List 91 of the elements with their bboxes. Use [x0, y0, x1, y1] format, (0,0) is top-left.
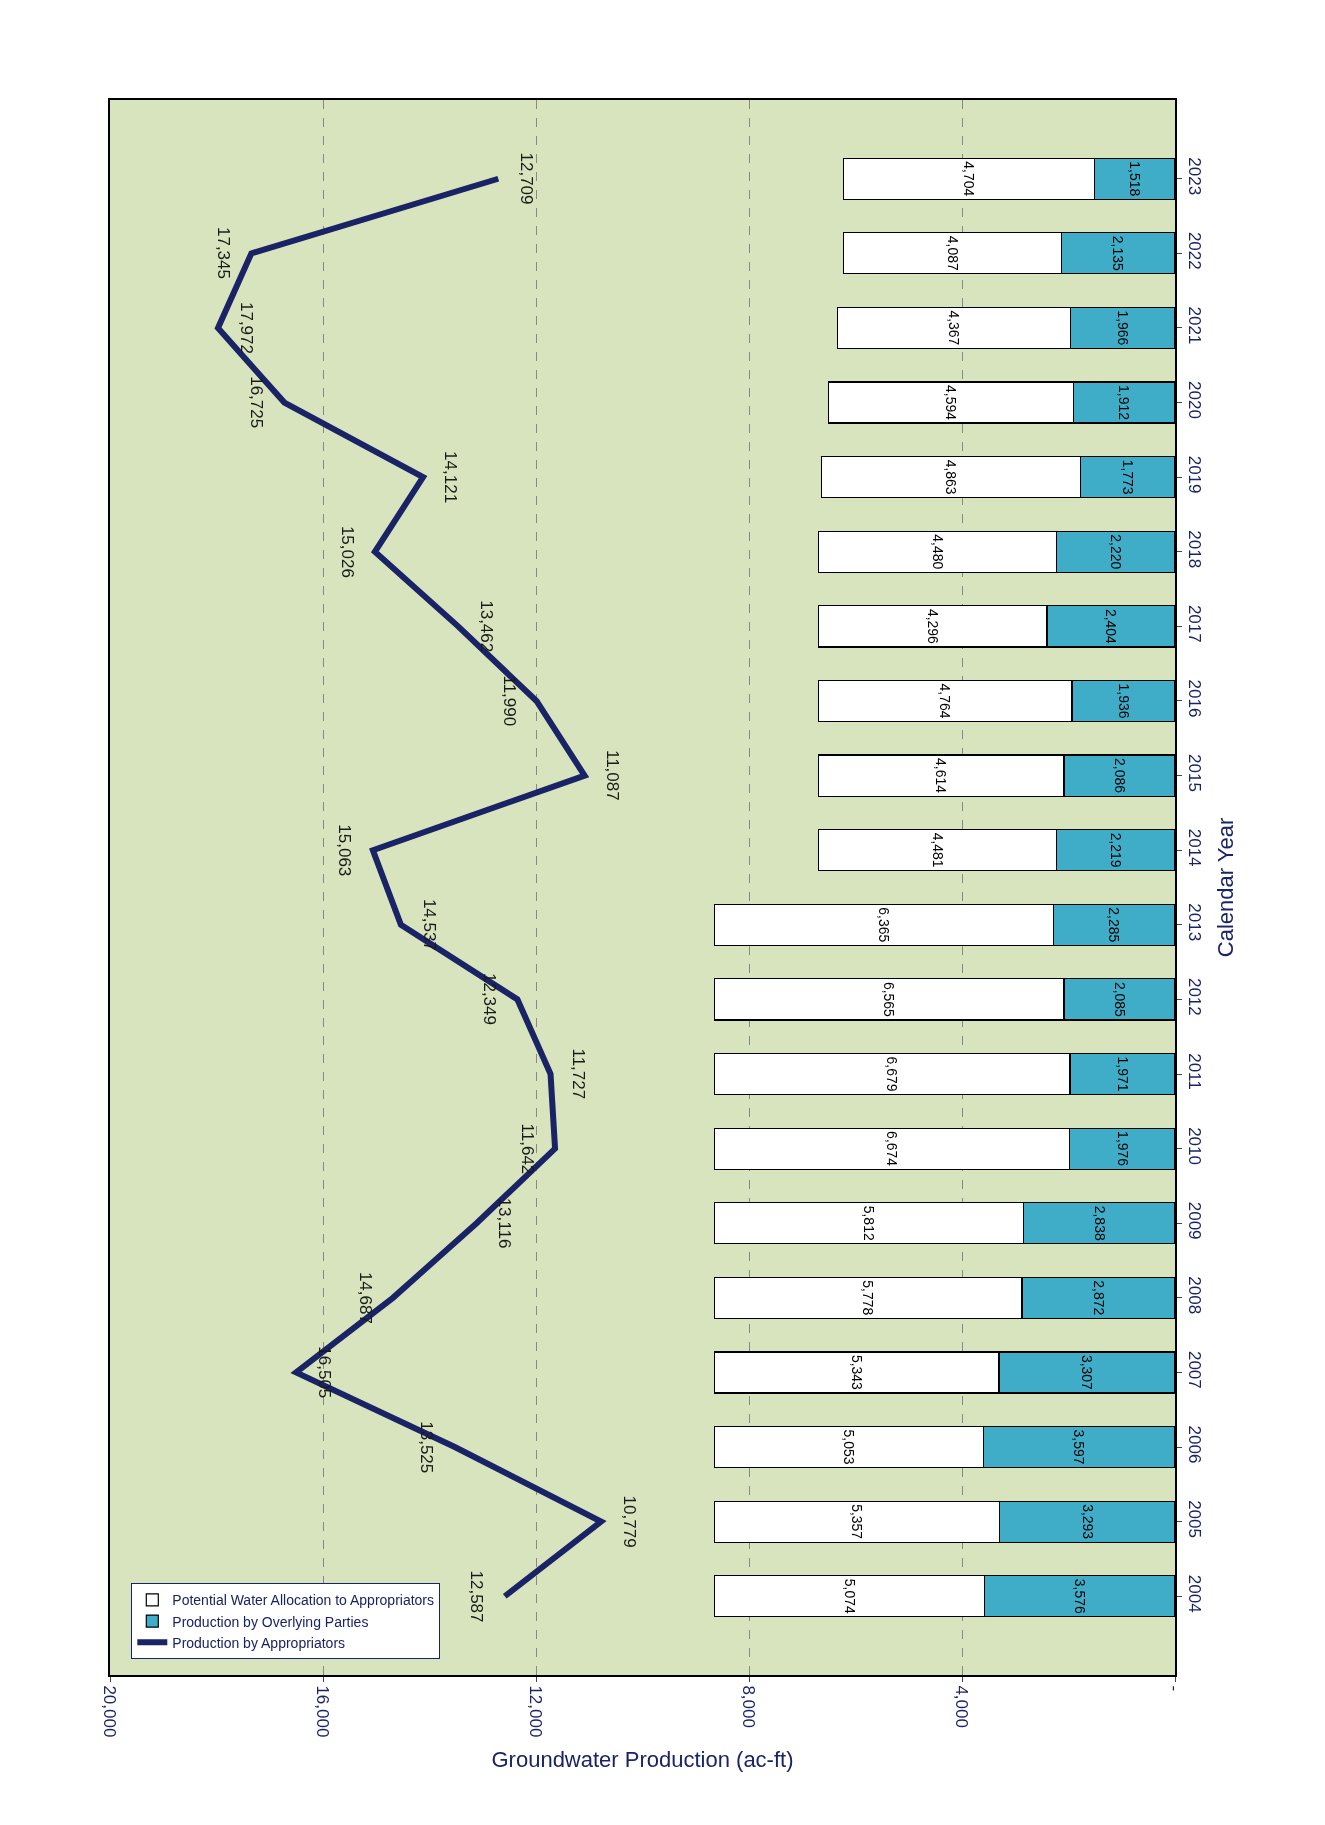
y-tick-label: 2007 [1184, 1350, 1204, 1389]
data-label: 4,594 [943, 385, 960, 421]
data-label: 11,727 [568, 1048, 588, 1100]
y-tick-label: 2019 [1184, 455, 1204, 494]
y-tick-label: 2014 [1184, 828, 1204, 867]
data-label: 5,053 [841, 1429, 858, 1465]
data-label: 2,404 [1103, 608, 1120, 645]
y-tick-label: 2006 [1184, 1425, 1204, 1464]
y-tick-label: 2008 [1184, 1276, 1204, 1315]
data-label: 14,687 [355, 1271, 375, 1324]
x-axis-title: Groundwater Production (ac-ft) [491, 1746, 794, 1772]
y-tick-label: 2018 [1184, 530, 1204, 569]
data-label: 4,614 [933, 758, 950, 794]
data-label: 15,063 [335, 824, 355, 877]
data-label: 6,679 [884, 1056, 901, 1092]
x-tick-label: 16,000 [313, 1685, 333, 1738]
y-tick-label: 2005 [1184, 1500, 1204, 1538]
data-label: 16,725 [246, 376, 266, 429]
data-label: 2,135 [1110, 235, 1127, 272]
legend-label: Production by Overlying Parties [172, 1613, 369, 1630]
data-label: 5,074 [841, 1578, 858, 1614]
data-label: 11,642 [517, 1123, 537, 1175]
y-tick-label: 2010 [1184, 1127, 1204, 1165]
y-axis-title: Calendar Year [1213, 817, 1239, 958]
data-label: 5,343 [848, 1354, 865, 1391]
data-label: 4,480 [929, 534, 946, 570]
y-tick-label: 2020 [1184, 381, 1204, 419]
data-label: 17,972 [236, 301, 256, 354]
y-tick-label: 2017 [1184, 604, 1204, 643]
data-label: 2,085 [1111, 981, 1128, 1018]
data-label: 1,971 [1114, 1056, 1131, 1092]
data-label: 14,537 [419, 898, 439, 951]
data-label: 10,779 [619, 1495, 639, 1548]
data-label: 2,285 [1106, 907, 1123, 943]
data-label: 5,357 [849, 1504, 866, 1540]
data-label: 4,481 [929, 832, 946, 868]
data-label: 4,087 [944, 235, 961, 272]
data-label: 4,764 [937, 683, 954, 719]
data-label: 3,307 [1079, 1354, 1096, 1391]
x-tick-label: 8,000 [739, 1685, 759, 1728]
data-label: 12,349 [479, 972, 499, 1025]
data-label: 12,709 [517, 152, 536, 205]
data-label: 1,936 [1115, 683, 1132, 719]
data-label: 6,365 [876, 907, 893, 943]
data-label: 11,087 [603, 749, 623, 801]
y-tick-label: 2013 [1184, 903, 1204, 942]
data-label: 2,086 [1111, 758, 1128, 794]
data-label: 2,838 [1091, 1205, 1108, 1241]
data-label: 13,116 [494, 1197, 514, 1249]
data-label: 2,872 [1090, 1280, 1107, 1316]
y-tick-label: 2016 [1184, 679, 1204, 718]
data-label: 14,121 [441, 451, 461, 504]
data-label: 1,773 [1119, 459, 1136, 495]
y-tick-label: 2012 [1184, 977, 1204, 1016]
data-label: 13,462 [476, 600, 496, 653]
y-tick-label: 2009 [1184, 1201, 1204, 1240]
data-label: 3,576 [1071, 1578, 1088, 1614]
x-tick-label: 4,000 [952, 1685, 972, 1728]
data-label: 6,674 [884, 1131, 901, 1167]
x-tick-label: - [1165, 1685, 1185, 1692]
data-label: 4,704 [961, 161, 978, 197]
data-label: 17,345 [213, 226, 233, 279]
legend-label: Production by Appropriators [172, 1634, 346, 1651]
data-label: 1,518 [1126, 161, 1143, 197]
data-label: 11,990 [499, 675, 519, 727]
data-label: 5,778 [860, 1280, 877, 1316]
data-label: 5,812 [861, 1205, 878, 1241]
data-label: 1,912 [1116, 385, 1133, 421]
y-tick-label: 2023 [1184, 157, 1204, 196]
data-label: 15,026 [337, 525, 357, 578]
data-label: 13,525 [416, 1421, 436, 1474]
data-label: 3,597 [1071, 1429, 1088, 1465]
data-label: 2,220 [1108, 534, 1125, 570]
y-tick-label: 2015 [1184, 754, 1204, 792]
legend-label: Potential Water Allocation to Appropriators [172, 1592, 435, 1609]
data-label: 3,293 [1079, 1504, 1096, 1540]
data-label: 4,296 [924, 608, 941, 645]
data-label: 1,976 [1114, 1131, 1131, 1167]
data-label: 4,367 [946, 310, 963, 346]
data-label: 12,587 [466, 1570, 486, 1623]
data-label: 16,505 [314, 1346, 334, 1399]
data-label: 2,219 [1108, 832, 1125, 868]
y-tick-label: 2004 [1184, 1574, 1204, 1613]
y-tick-label: 2021 [1184, 306, 1204, 345]
x-tick-label: 20,000 [100, 1685, 120, 1738]
data-label: 6,565 [881, 981, 898, 1018]
y-tick-label: 2011 [1184, 1053, 1204, 1090]
y-tick-label: 2022 [1184, 231, 1204, 270]
x-tick-label: 12,000 [526, 1685, 546, 1738]
data-label: 4,863 [943, 459, 960, 495]
data-label: 1,966 [1114, 310, 1131, 346]
